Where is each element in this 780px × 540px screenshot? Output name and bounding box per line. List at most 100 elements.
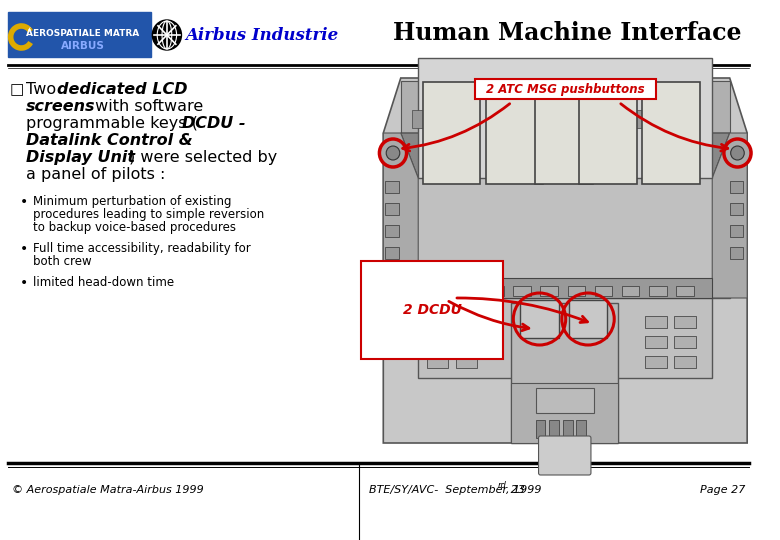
FancyBboxPatch shape [413,110,440,128]
Text: Display Unit: Display Unit [27,150,135,165]
FancyBboxPatch shape [486,82,544,184]
Text: Datalink Control &: Datalink Control & [27,133,193,148]
Polygon shape [512,303,618,443]
FancyBboxPatch shape [645,336,667,348]
Text: screens: screens [27,99,96,114]
Text: Two: Two [27,82,62,97]
FancyBboxPatch shape [401,133,730,298]
FancyBboxPatch shape [456,316,477,328]
FancyBboxPatch shape [427,336,448,348]
FancyBboxPatch shape [456,336,477,348]
Text: , 1999: , 1999 [505,485,541,495]
Text: procedures leading to simple reversion: procedures leading to simple reversion [33,208,264,221]
FancyBboxPatch shape [8,12,151,57]
FancyBboxPatch shape [730,203,743,215]
FancyBboxPatch shape [560,110,587,128]
Polygon shape [401,133,730,178]
Text: 2 DCDU: 2 DCDU [402,303,462,317]
Text: Full time accessibility, readability for: Full time accessibility, readability for [33,242,250,255]
FancyBboxPatch shape [675,336,696,348]
Text: □: □ [9,82,24,97]
FancyBboxPatch shape [675,316,696,328]
FancyBboxPatch shape [538,436,591,475]
Text: ) were selected by: ) were selected by [129,150,278,165]
FancyBboxPatch shape [536,420,545,438]
FancyBboxPatch shape [549,420,559,438]
FancyBboxPatch shape [595,286,612,296]
FancyBboxPatch shape [671,110,697,128]
FancyBboxPatch shape [385,247,399,259]
FancyBboxPatch shape [568,286,585,296]
FancyBboxPatch shape [486,286,504,296]
FancyBboxPatch shape [474,79,656,99]
FancyBboxPatch shape [580,82,636,184]
Text: •: • [20,242,27,256]
Text: •: • [20,276,27,290]
Polygon shape [401,81,730,133]
FancyBboxPatch shape [385,225,399,237]
Text: Human Machine Interface: Human Machine Interface [393,21,742,45]
FancyBboxPatch shape [423,82,480,184]
Polygon shape [712,133,747,298]
FancyBboxPatch shape [597,110,624,128]
Text: •: • [20,195,27,209]
FancyBboxPatch shape [541,286,558,296]
Text: with software: with software [90,99,204,114]
FancyBboxPatch shape [649,286,667,296]
FancyBboxPatch shape [534,82,593,184]
Text: ÁEROSPATIALE MATRA: ÁEROSPATIALE MATRA [26,29,139,37]
Ellipse shape [386,146,400,160]
Text: Airbus Industrie: Airbus Industrie [186,26,339,44]
FancyBboxPatch shape [643,82,700,184]
Text: to backup voice-based procedures: to backup voice-based procedures [33,221,236,234]
Text: 2 ATC MSG pushbuttons: 2 ATC MSG pushbuttons [486,83,644,96]
FancyBboxPatch shape [427,316,448,328]
FancyBboxPatch shape [730,181,743,193]
Ellipse shape [379,139,406,167]
Text: limited head-down time: limited head-down time [33,276,174,289]
FancyBboxPatch shape [569,300,608,338]
FancyBboxPatch shape [536,388,594,413]
Text: Minimum perturbation of existing: Minimum perturbation of existing [33,195,232,208]
Polygon shape [383,133,418,298]
FancyBboxPatch shape [418,58,712,178]
FancyBboxPatch shape [456,356,477,368]
Text: a panel of pilots :: a panel of pilots : [27,167,165,182]
FancyBboxPatch shape [418,278,712,298]
FancyBboxPatch shape [449,110,477,128]
Text: both crew: both crew [33,255,91,268]
FancyBboxPatch shape [520,300,559,338]
Text: BTE/SY/AVC-  September 23: BTE/SY/AVC- September 23 [369,485,525,495]
FancyBboxPatch shape [385,203,399,215]
Text: dedicated LCD: dedicated LCD [57,82,188,97]
FancyBboxPatch shape [730,225,743,237]
Ellipse shape [731,146,744,160]
FancyBboxPatch shape [512,383,618,443]
FancyBboxPatch shape [675,356,696,368]
FancyBboxPatch shape [513,286,530,296]
FancyBboxPatch shape [645,356,667,368]
FancyBboxPatch shape [418,298,712,378]
Text: DCDU -: DCDU - [183,116,246,131]
FancyBboxPatch shape [576,420,586,438]
FancyBboxPatch shape [385,181,399,193]
Ellipse shape [152,20,182,50]
Text: rd: rd [498,482,507,490]
FancyBboxPatch shape [730,247,743,259]
FancyBboxPatch shape [427,356,448,368]
FancyBboxPatch shape [676,286,693,296]
Text: AIRBUS: AIRBUS [61,41,105,51]
Text: © Aerospatiale Matra-Airbus 1999: © Aerospatiale Matra-Airbus 1999 [12,485,204,495]
FancyBboxPatch shape [645,316,667,328]
Text: programmable keys (: programmable keys ( [27,116,198,131]
FancyBboxPatch shape [633,110,661,128]
FancyBboxPatch shape [486,110,513,128]
FancyBboxPatch shape [622,286,640,296]
FancyBboxPatch shape [432,286,449,296]
Text: Page 27: Page 27 [700,485,745,495]
Ellipse shape [724,139,751,167]
FancyBboxPatch shape [563,420,573,438]
FancyBboxPatch shape [523,110,550,128]
FancyBboxPatch shape [459,286,477,296]
Polygon shape [383,78,747,443]
